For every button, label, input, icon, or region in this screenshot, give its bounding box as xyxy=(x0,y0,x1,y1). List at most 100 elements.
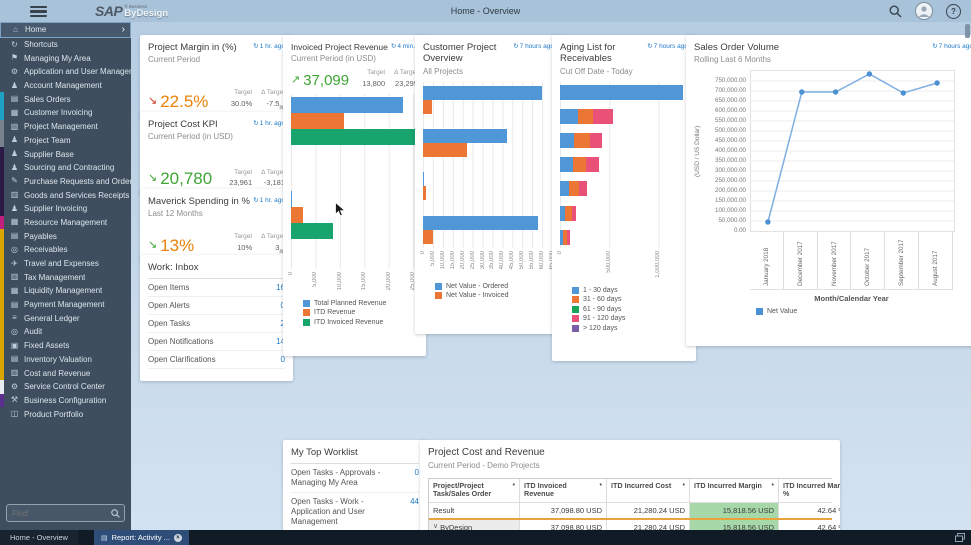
list-item[interactable]: Open Alerts 0 xyxy=(148,297,285,315)
bar-itd-invoiced-revenue[interactable] xyxy=(291,222,334,239)
column-menu-icon[interactable]: • xyxy=(599,482,602,489)
refresh-timestamp[interactable]: ↻ 7 hours ago xyxy=(647,42,688,51)
search-icon[interactable] xyxy=(889,4,902,18)
column-menu-icon[interactable]: • xyxy=(512,482,515,489)
sidebar-item-project-management[interactable]: ▧ Project Management xyxy=(0,119,131,134)
avatar[interactable] xyxy=(915,2,933,20)
segment-1-30-days[interactable] xyxy=(560,133,574,149)
column-header-project-project-task-sales-order[interactable]: Project/Project Task/Sales Order • xyxy=(429,479,520,502)
segment-91-120-days[interactable] xyxy=(566,229,571,245)
stacked-bar[interactable] xyxy=(560,229,688,245)
sidebar-item-goods-and-services-receipts[interactable]: ▥ Goods and Services Receipts xyxy=(0,188,131,202)
segment-31-60-days[interactable] xyxy=(577,108,594,124)
legend-item-net-value-ordered[interactable]: Net Value - Ordered xyxy=(435,282,554,290)
segment-31-60-days[interactable] xyxy=(573,133,590,149)
list-item-count[interactable]: 14 xyxy=(276,337,285,346)
legend-item-itd-revenue[interactable]: ITD Revenue xyxy=(303,309,418,316)
scrollbar-thumb[interactable] xyxy=(965,24,970,38)
data-point[interactable] xyxy=(934,80,940,86)
column-menu-icon[interactable]: • xyxy=(771,482,774,489)
bar-net-value-ordered[interactable] xyxy=(423,85,543,100)
sidebar-item-shortcuts[interactable]: ↻ Shortcuts xyxy=(0,38,131,52)
sidebar-item-audit[interactable]: ◎ Audit xyxy=(0,325,131,339)
stacked-bar[interactable] xyxy=(560,108,688,124)
refresh-timestamp[interactable]: ↻ 7 hours ago xyxy=(932,42,971,51)
segment-1-30-days[interactable] xyxy=(560,181,569,197)
list-item[interactable]: Open Clarifications 0 xyxy=(148,351,285,369)
bar-net-value-invoiced[interactable] xyxy=(423,99,432,114)
project-margin-card[interactable]: Project Margin in (%) ↻ 1 hr. ago Current P… xyxy=(140,35,293,117)
bar-net-value-invoiced[interactable] xyxy=(423,229,433,244)
legend-item-total-planned-revenue[interactable]: Total Planned Revenue xyxy=(303,299,418,307)
segment-91-120-days[interactable] xyxy=(589,133,603,149)
sidebar-item-supplier-base[interactable]: ♟ Supplier Base xyxy=(0,147,131,161)
find-input[interactable] xyxy=(7,508,111,518)
bar-net-value-ordered[interactable] xyxy=(423,129,508,144)
list-item[interactable]: Open Tasks - Work - Application and User… xyxy=(291,493,419,530)
segment-1-30-days[interactable] xyxy=(560,205,565,221)
legend-item-61-90-days[interactable]: 61 - 90 days xyxy=(572,305,688,313)
data-point[interactable] xyxy=(832,89,839,95)
column-header-itd-incurred-margin[interactable]: ITD Incurred Margin %• xyxy=(779,479,840,502)
taskbar-report-tab[interactable]: ▤ Report: Activity ... × xyxy=(93,530,189,545)
table-row[interactable]: Result 37,098.80 USD 21,280.24 USD 15,818.5… xyxy=(429,502,840,520)
list-item-count[interactable]: 0 xyxy=(281,301,285,310)
bar-itd-revenue[interactable] xyxy=(291,112,344,129)
bar-itd-revenue[interactable] xyxy=(291,206,303,223)
refresh-timestamp[interactable]: ↻ 7 hours ago xyxy=(513,42,554,51)
column-header-itd-incurred-cost[interactable]: ITD Incurred Cost • xyxy=(607,479,690,502)
list-item-count[interactable]: 0 xyxy=(280,355,285,364)
list-item[interactable]: Open Items 16 xyxy=(148,279,285,297)
column-header-itd-incurred-margin[interactable]: ITD Incurred Margin • xyxy=(690,479,779,502)
list-item[interactable]: Open Notifications 14 xyxy=(148,333,285,351)
legend-item-net-value-invoiced[interactable]: Net Value - Invoiced xyxy=(435,292,554,300)
segment-1-30-days[interactable] xyxy=(560,84,684,100)
menu-icon[interactable] xyxy=(30,6,47,17)
maverick-spending-card[interactable]: Maverick Spending in % ↻ 1 hr. ago Last 12 … xyxy=(140,189,293,261)
legend-item-net-value[interactable]: Net Value xyxy=(756,308,971,315)
list-item-count[interactable]: 16 xyxy=(276,283,285,292)
stacked-bar[interactable] xyxy=(560,133,688,149)
table-row[interactable]: ∨ByDesign Implementation 37,098.80 USD 21,… xyxy=(429,519,840,530)
bar-net-value-invoiced[interactable] xyxy=(423,186,426,201)
list-item-count[interactable]: 44 xyxy=(410,497,419,506)
segment-1-30-days[interactable] xyxy=(560,229,564,245)
data-point[interactable] xyxy=(765,219,771,225)
close-tab-icon[interactable]: × xyxy=(173,533,182,542)
refresh-timestamp[interactable]: ↻ 1 hr. ago xyxy=(253,119,285,128)
sidebar-item-service-control-center[interactable]: ⚙ Service Control Center xyxy=(0,379,131,394)
sidebar-item-general-ledger[interactable]: ≡ General Ledger xyxy=(0,311,131,326)
segment-91-120-days[interactable] xyxy=(585,157,600,173)
find-search-icon[interactable] xyxy=(111,508,120,518)
sidebar-item-resource-management[interactable]: ▦ Resource Management xyxy=(0,215,131,230)
legend-item-31-60-days[interactable]: 31 - 60 days xyxy=(572,296,688,304)
bar-total-planned-revenue[interactable] xyxy=(291,96,404,113)
list-item[interactable]: Open Tasks - Approvals - Managing My Are… xyxy=(291,464,419,493)
bar-net-value-invoiced[interactable] xyxy=(423,143,467,158)
sidebar-item-tax-management[interactable]: ▥ Tax Management xyxy=(0,270,131,285)
help-icon[interactable]: ? xyxy=(946,3,961,19)
stacked-bar[interactable] xyxy=(560,84,688,100)
row-name-cell[interactable]: Result xyxy=(429,502,520,518)
sidebar-item-inventory-valuation[interactable]: ▤ Inventory Valuation xyxy=(0,352,131,367)
legend-item-1-30-days[interactable]: 1 - 30 days xyxy=(572,286,688,294)
refresh-timestamp[interactable]: ↻ 1 hr. ago xyxy=(253,42,285,51)
legend-item-itd-invoiced-revenue[interactable]: ITD Invoiced Revenue xyxy=(303,318,418,326)
taskbar-home-tab[interactable]: Home - Overview xyxy=(0,530,78,545)
legend-item-120-days[interactable]: > 120 days xyxy=(572,324,688,332)
bar-total-planned-revenue[interactable] xyxy=(291,190,293,207)
sidebar-item-home[interactable]: ⌂ Home › xyxy=(0,22,131,38)
sidebar-item-customer-invoicing[interactable]: ▦ Customer Invoicing xyxy=(0,106,131,120)
row-name-cell[interactable]: ∨ByDesign Implementation xyxy=(429,519,520,530)
sidebar-item-purchase-requests-and-orders[interactable]: ✎ Purchase Requests and Orders xyxy=(0,174,131,189)
bar-net-value-ordered[interactable] xyxy=(423,172,425,187)
expand-caret-icon[interactable]: ∨ xyxy=(433,522,439,530)
stacked-bar[interactable] xyxy=(560,157,688,173)
segment-91-120-days[interactable] xyxy=(593,108,614,124)
segment-91-120-days[interactable] xyxy=(571,205,576,221)
sidebar-item-payment-management[interactable]: ▤ Payment Management xyxy=(0,297,131,312)
stacked-bar[interactable] xyxy=(560,181,688,197)
segment-31-60-days[interactable] xyxy=(572,157,586,173)
list-item-count[interactable]: 0 xyxy=(414,468,419,477)
sidebar-item-sourcing-and-contracting[interactable]: ♟ Sourcing and Contracting xyxy=(0,160,131,175)
